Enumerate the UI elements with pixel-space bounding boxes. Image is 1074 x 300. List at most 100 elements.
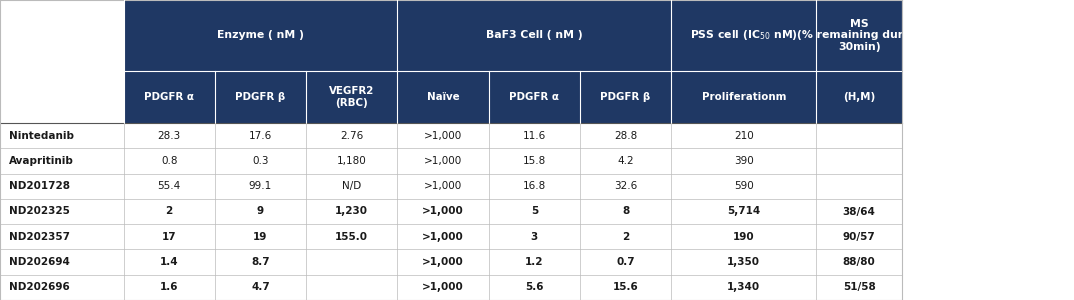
Bar [489,275,580,300]
Text: 390: 390 [734,156,754,166]
Bar [580,123,671,148]
Text: 17: 17 [162,232,176,242]
Bar [124,0,397,70]
Text: BaF3 Cell ( nM ): BaF3 Cell ( nM ) [487,30,582,40]
Bar [397,174,489,199]
Text: 1.6: 1.6 [160,282,178,292]
Bar [397,123,489,148]
Text: 1.2: 1.2 [525,257,543,267]
Bar [816,123,902,148]
Bar [215,70,306,123]
Text: MS
(% remaining during
30min): MS (% remaining during 30min) [797,19,921,52]
Text: 1.4: 1.4 [160,257,178,267]
Text: 1,230: 1,230 [335,206,368,217]
Text: 16.8: 16.8 [523,181,546,191]
Bar [671,70,816,123]
Text: 3: 3 [531,232,538,242]
Text: >1,000: >1,000 [424,130,462,141]
Text: 4.2: 4.2 [618,156,634,166]
Bar [124,224,215,249]
Text: 1,340: 1,340 [727,282,760,292]
Bar [489,70,580,123]
Bar [0,123,124,148]
Text: 38/64: 38/64 [843,206,875,217]
Text: 210: 210 [734,130,754,141]
Text: 9: 9 [257,206,264,217]
Bar [580,275,671,300]
Bar [580,249,671,275]
Bar [215,174,306,199]
Text: 1,180: 1,180 [337,156,366,166]
Bar [0,249,124,275]
Bar [489,123,580,148]
Bar [671,0,816,70]
Text: 0.7: 0.7 [616,257,635,267]
Bar [0,275,124,300]
Bar [580,199,671,224]
Text: (H,M): (H,M) [843,92,875,102]
Text: 55.4: 55.4 [158,181,180,191]
Bar [671,249,816,275]
Bar [397,224,489,249]
Text: 15.6: 15.6 [613,282,638,292]
Text: PDGFR α: PDGFR α [144,92,194,102]
Bar [306,224,397,249]
Bar [124,249,215,275]
Bar [671,224,816,249]
Text: 8: 8 [622,206,629,217]
Text: VEGFR2
(RBC): VEGFR2 (RBC) [329,86,375,108]
Bar [397,0,671,70]
Text: PDGFR β: PDGFR β [600,92,651,102]
Bar [580,70,671,123]
Text: 0.3: 0.3 [252,156,268,166]
Bar [215,249,306,275]
Text: 0.8: 0.8 [161,156,177,166]
Bar [306,249,397,275]
Bar [124,123,215,148]
Bar [397,275,489,300]
Bar [489,174,580,199]
Text: Enzyme ( nM ): Enzyme ( nM ) [217,30,304,40]
Bar [397,70,489,123]
Bar [0,70,124,123]
Text: 51/58: 51/58 [843,282,875,292]
Text: PSS cell (IC$_{50}$ nM): PSS cell (IC$_{50}$ nM) [690,28,798,42]
Text: 2.76: 2.76 [340,130,363,141]
Text: 5.6: 5.6 [525,282,543,292]
Text: 99.1: 99.1 [249,181,272,191]
Text: 4.7: 4.7 [251,282,270,292]
Bar [124,174,215,199]
Bar [580,224,671,249]
Bar [816,199,902,224]
Text: Proliferationm: Proliferationm [701,92,786,102]
Text: 5,714: 5,714 [727,206,760,217]
Bar [489,224,580,249]
Text: 32.6: 32.6 [614,181,637,191]
Bar [306,174,397,199]
Bar [816,224,902,249]
Text: 190: 190 [732,232,755,242]
Text: 90/57: 90/57 [843,232,875,242]
Bar [124,275,215,300]
Bar [306,70,397,123]
Text: 28.3: 28.3 [158,130,180,141]
Bar [397,199,489,224]
Text: 5: 5 [531,206,538,217]
Text: >1,000: >1,000 [422,206,464,217]
Text: PDGFR α: PDGFR α [509,92,560,102]
Bar [816,174,902,199]
Bar [215,224,306,249]
Text: N/D: N/D [343,181,361,191]
Bar [397,148,489,174]
Bar [0,224,124,249]
Bar [580,174,671,199]
Bar [671,123,816,148]
Text: ND202696: ND202696 [9,282,70,292]
Text: 15.8: 15.8 [523,156,546,166]
Text: >1,000: >1,000 [422,232,464,242]
Text: >1,000: >1,000 [424,156,462,166]
Text: ND202357: ND202357 [9,232,70,242]
Bar [489,148,580,174]
Bar [215,148,306,174]
Text: 8.7: 8.7 [251,257,270,267]
